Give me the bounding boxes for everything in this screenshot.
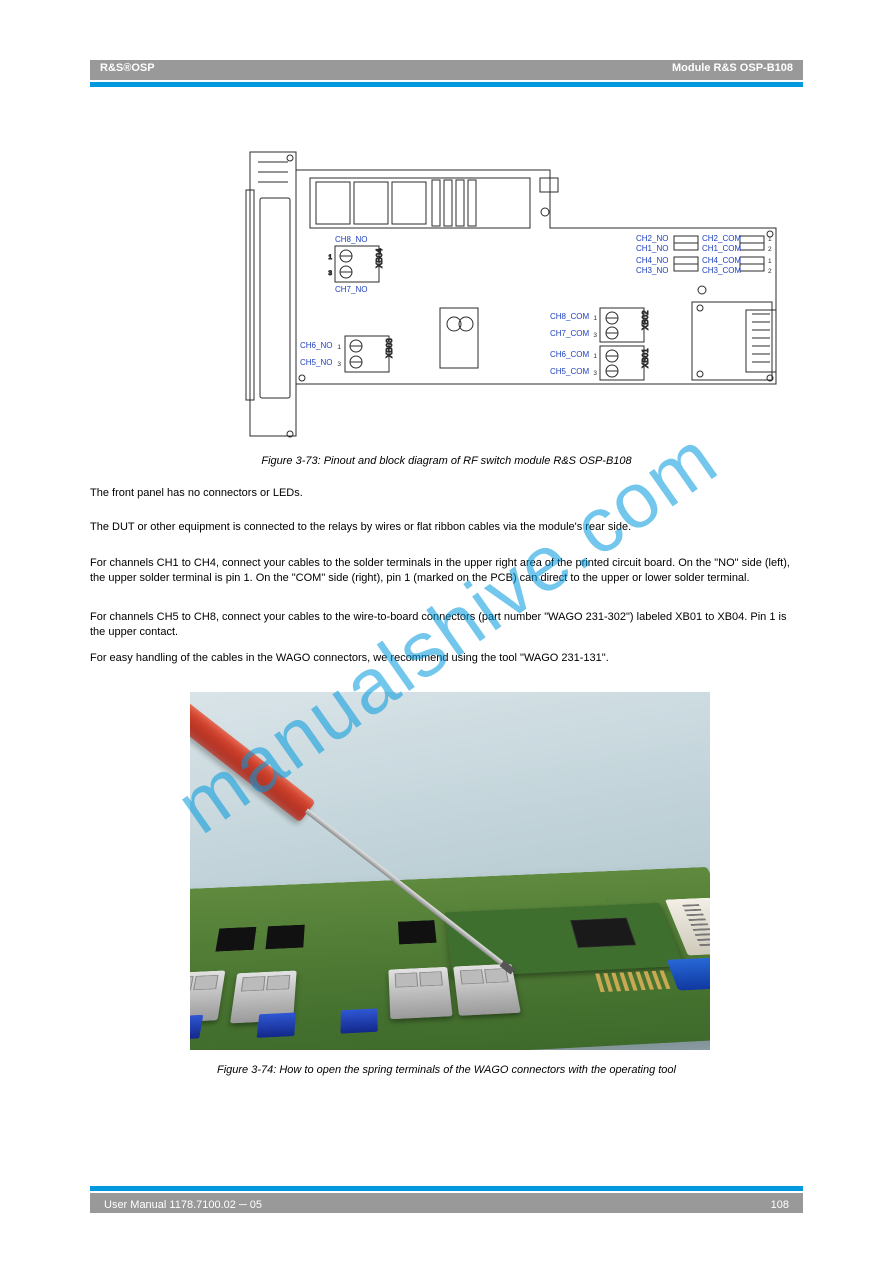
- paragraph-4: For channels CH5 to CH8, connect your ca…: [90, 610, 803, 641]
- header-right-text: Module R&S OSP-B108: [672, 62, 793, 74]
- photo-terminal-1: [190, 970, 225, 1023]
- photo-terminal-2: [230, 971, 297, 1024]
- photo-relay-blue-2: [257, 1012, 296, 1037]
- photo-gold-pins: [595, 970, 672, 992]
- footer-accent: [90, 1186, 803, 1191]
- figure-caption-2: Figure 3-74: How to open the spring term…: [90, 1064, 803, 1076]
- diagram-svg: 1 3 XB04 CH8_NO CH7_NO XB03 CH6_NO 1 CH5…: [240, 138, 800, 448]
- footer-page-number: 108: [771, 1199, 789, 1211]
- xb04-pin3: 3: [328, 270, 332, 277]
- xb03-p3: 3: [337, 361, 341, 368]
- xb03-bot: CH5_NO: [300, 358, 332, 367]
- screwdriver-handle: [190, 692, 316, 822]
- figure-caption-1: Figure 3-73: Pinout and block diagram of…: [90, 455, 803, 467]
- page: R&S®OSP Module R&S OSP-B108 manualshive.…: [0, 0, 893, 1263]
- sr-ch2com-p: 1: [768, 236, 772, 243]
- footer-left-text: User Manual 1178.7100.02 ─ 05: [104, 1199, 262, 1211]
- photo-relay-black-1: [215, 927, 256, 952]
- sr-ch1com: CH1_COM: [702, 244, 741, 253]
- photo-relay-blue-3: [340, 1008, 377, 1033]
- xb04-top: CH8_NO: [335, 235, 367, 244]
- photo-relay-black-3: [398, 920, 437, 944]
- xb03-p1: 1: [337, 344, 341, 351]
- sr-ch3com: CH3_COM: [702, 266, 741, 275]
- xb01-top: CH6_COM: [550, 350, 589, 359]
- sl-ch3no: CH3_NO: [636, 266, 668, 275]
- sr-ch3com-p: 2: [768, 268, 772, 275]
- photo-connector-blue: [667, 957, 710, 991]
- xb02-p1: 1: [593, 315, 597, 322]
- sl-ch1no: CH1_NO: [636, 244, 668, 253]
- xb01-id: XB01: [641, 348, 650, 368]
- paragraph-1: The front panel has no connectors or LED…: [90, 486, 803, 501]
- header-accent: [90, 82, 803, 87]
- xb03-top: CH6_NO: [300, 341, 332, 350]
- paragraph-3: For channels CH1 to CH4, connect your ca…: [90, 556, 803, 587]
- xb04-pin1: 1: [328, 254, 332, 261]
- xb01-p1: 1: [593, 353, 597, 360]
- paragraph-2: The DUT or other equipment is connected …: [90, 520, 803, 535]
- header-left-text: R&S®OSP: [100, 62, 155, 74]
- photo-figure: [190, 692, 710, 1050]
- xb04-id: XB04: [375, 248, 384, 268]
- photo-pcb: [190, 867, 710, 1050]
- sr-ch4com: CH4_COM: [702, 256, 741, 265]
- sr-ch4com-p: 1: [768, 258, 772, 265]
- photo-chip: [570, 918, 636, 948]
- sl-ch4no: CH4_NO: [636, 256, 668, 265]
- photo-relay-black-2: [265, 925, 304, 950]
- block-diagram: 1 3 XB04 CH8_NO CH7_NO XB03 CH6_NO 1 CH5…: [240, 138, 800, 448]
- screwdriver-tip: [500, 960, 515, 974]
- sr-ch2com: CH2_COM: [702, 234, 741, 243]
- photo-relay-blue-1: [190, 1015, 203, 1041]
- xb03-id: XB03: [385, 338, 394, 358]
- xb02-id: XB02: [641, 310, 650, 330]
- sr-ch1com-p: 2: [768, 246, 772, 253]
- paragraph-5: For easy handling of the cables in the W…: [90, 651, 803, 666]
- xb02-top: CH8_COM: [550, 312, 589, 321]
- photo-connector-white: [665, 898, 710, 956]
- xb04-bot: CH7_NO: [335, 285, 367, 294]
- photo-terminal-3: [388, 967, 452, 1019]
- xb01-bot: CH5_COM: [550, 367, 589, 376]
- xb02-bot: CH7_COM: [550, 329, 589, 338]
- xb01-p3: 3: [593, 370, 597, 377]
- xb02-p3: 3: [593, 332, 597, 339]
- sl-ch2no: CH2_NO: [636, 234, 668, 243]
